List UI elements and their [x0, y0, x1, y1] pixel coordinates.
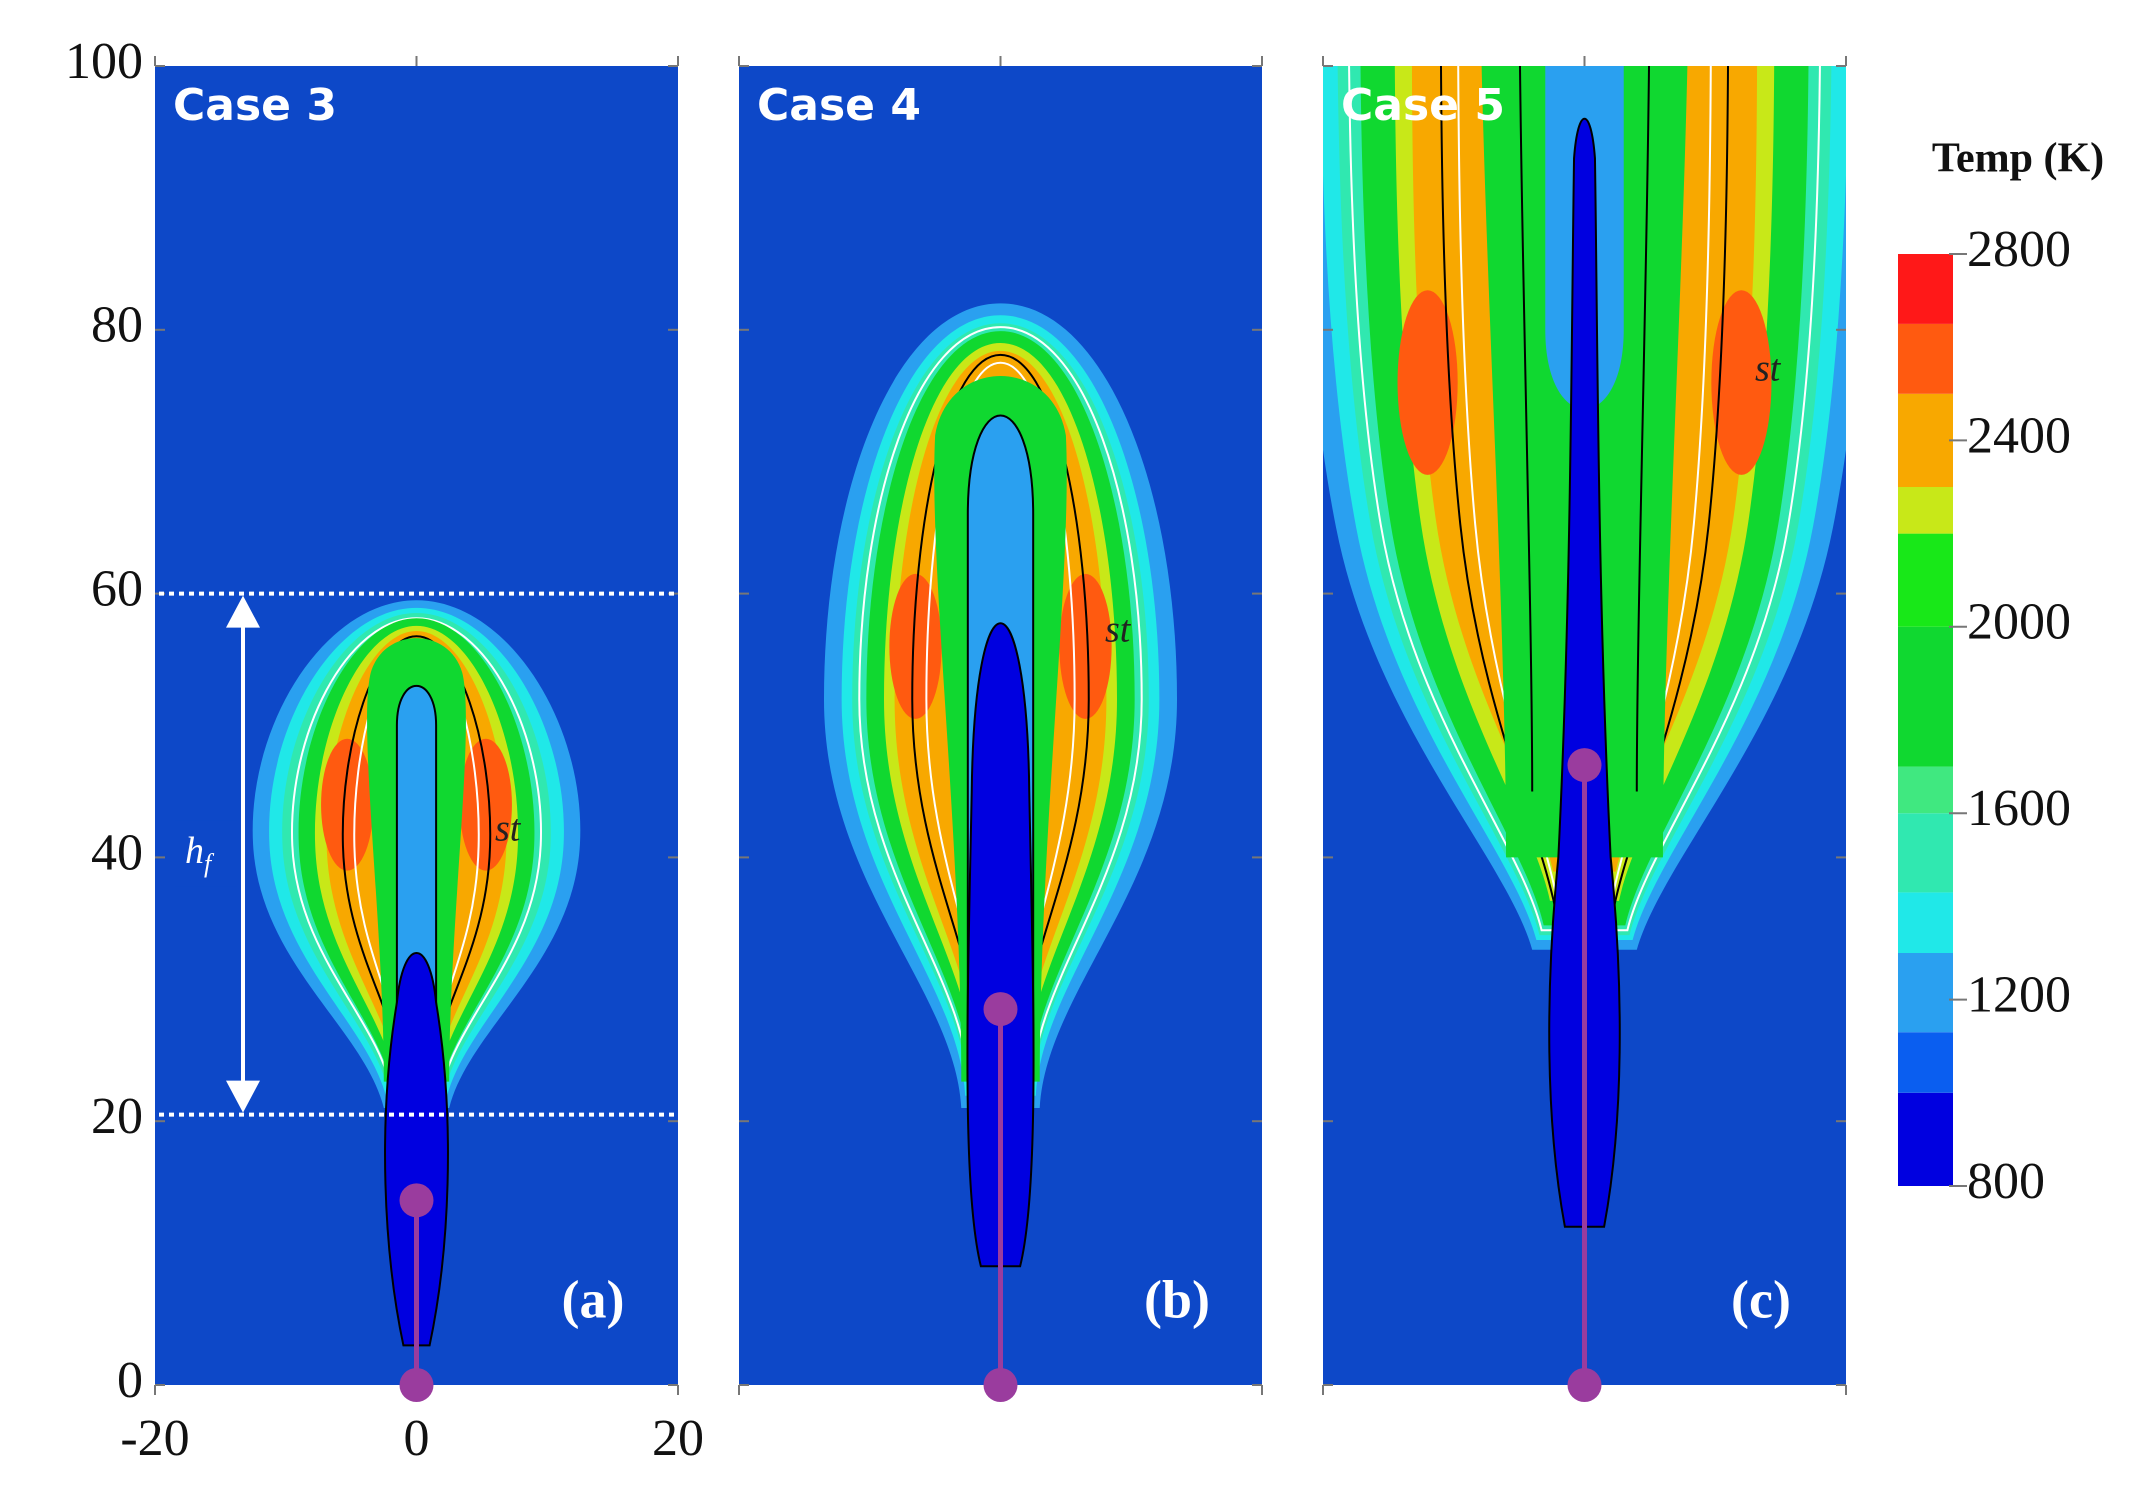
- span-label-box: [175, 820, 237, 887]
- marker: [399, 1183, 434, 1218]
- panel-field: [739, 66, 1262, 1385]
- colorbar-segment: [1898, 487, 1953, 534]
- contour-label: st: [1105, 609, 1132, 651]
- panel-label: (b): [1144, 1269, 1210, 1329]
- y-tick-label: 40: [91, 824, 143, 881]
- colorbar-segment: [1898, 1032, 1953, 1093]
- colorbar-segment: [1898, 953, 1953, 1033]
- x-tick-label: 0: [404, 1410, 430, 1467]
- colorbar-title: Temp (K): [1932, 136, 2104, 182]
- panel-title: Case 5: [1341, 80, 1505, 131]
- span-label-sub: f: [204, 849, 215, 878]
- y-tick-label: 60: [91, 561, 143, 618]
- marker: [1567, 748, 1602, 783]
- y-tick-label: 100: [65, 33, 143, 90]
- colorbar-tick-label: 2000: [1967, 594, 2071, 651]
- contour-label: st: [495, 808, 522, 850]
- y-tick-label: 80: [91, 297, 143, 354]
- colorbar-segment: [1898, 254, 1953, 324]
- span-label-main: h: [185, 830, 204, 872]
- panel-label: (a): [562, 1269, 625, 1329]
- y-tick-label: 20: [91, 1088, 143, 1145]
- panel-title: Case 4: [757, 80, 921, 131]
- y-tick-label: 0: [117, 1352, 143, 1409]
- marker: [983, 1368, 1018, 1402]
- arrow-head: [226, 1080, 260, 1113]
- colorbar-segment: [1898, 892, 1953, 953]
- colorbar-segment: [1898, 393, 1953, 487]
- colorbar-tick-label: 800: [1967, 1153, 2045, 1210]
- arrow-head: [226, 595, 260, 628]
- contour-label: st: [1755, 348, 1782, 390]
- colorbar-segment: [1898, 626, 1953, 767]
- panel-title: Case 3: [173, 80, 337, 131]
- colorbar-tick-label: 1200: [1967, 967, 2071, 1024]
- x-tick-label: 20: [652, 1410, 704, 1467]
- marker: [983, 992, 1018, 1027]
- span-label: hf: [185, 830, 215, 878]
- x-tick-label: -20: [120, 1410, 189, 1467]
- colorbar-segment: [1898, 1092, 1953, 1186]
- colorbar-segment: [1898, 813, 1953, 893]
- colorbar-tick-label: 1600: [1967, 780, 2071, 837]
- marker: [1567, 1368, 1602, 1402]
- marker: [399, 1368, 434, 1402]
- colorbar-segment: [1898, 323, 1953, 394]
- colorbar-segment: [1898, 766, 1953, 814]
- colorbar-tick-label: 2400: [1967, 407, 2071, 464]
- panel-label: (c): [1731, 1269, 1791, 1329]
- colorbar-tick-label: 2800: [1967, 221, 2071, 278]
- colorbar-segment: [1898, 533, 1953, 627]
